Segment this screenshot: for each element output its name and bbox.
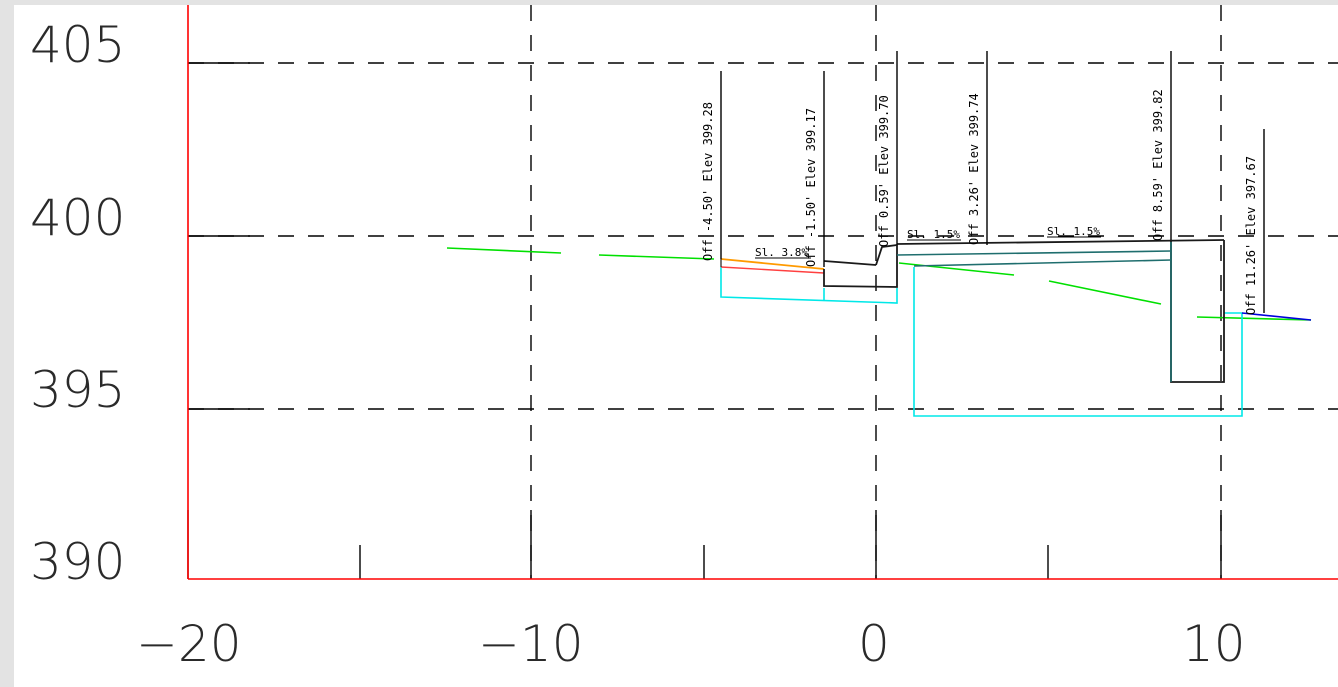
station-label: Off -1.50' Elev 399.17 [804, 108, 818, 267]
station-labels: Off -4.50' Elev 399.28 Off -1.50' Elev 3… [701, 89, 1258, 315]
proposed-section [823, 239, 1225, 383]
pavement-layer [896, 250, 1172, 256]
label-leaders [720, 51, 1265, 313]
slope-labels: Sl. 3.8% Sl. 1.5% Sl. 1.5% [755, 225, 1100, 259]
station-label: Off 11.26' Elev 397.67 [1244, 156, 1258, 315]
axes [187, 5, 1338, 580]
station-label: Off 8.59' Elev 399.82 [1151, 89, 1165, 241]
pavement-layers [896, 242, 1172, 382]
curb-block [823, 245, 898, 288]
cross-section-sheet: 405 400 395 390 −20 −10 0 10 [14, 5, 1338, 687]
ground-segment [1048, 280, 1162, 305]
existing-ground [446, 247, 1312, 321]
x-label-minus20: −20 [136, 615, 242, 673]
slope-underlines [755, 236, 1101, 259]
slope-label: Sl. 1.5% [907, 228, 960, 241]
sidewalk-top [720, 258, 825, 270]
grid [188, 5, 1338, 579]
pavement-top [896, 239, 1225, 245]
y-label-395: 395 [30, 361, 125, 419]
x-label-0: 0 [858, 615, 890, 673]
x-label-minus10: −10 [478, 615, 584, 673]
station-label: Off -4.50' Elev 399.28 [701, 102, 715, 261]
left-subgrade [720, 267, 898, 304]
slope-label: Sl. 3.8% [755, 246, 808, 259]
base-layer [913, 259, 1172, 267]
y-label-390: 390 [30, 533, 125, 591]
subgrade-outlines [720, 267, 1243, 417]
cross-section-drawing: 405 400 395 390 −20 −10 0 10 [30, 5, 1338, 673]
right-subgrade [913, 267, 1243, 417]
y-axis-labels: 405 400 395 390 [30, 16, 125, 591]
ground-segment [446, 247, 562, 254]
y-label-400: 400 [30, 189, 125, 247]
right-structure [1170, 240, 1225, 383]
y-label-405: 405 [30, 16, 125, 74]
station-label: Off 0.59' Elev 399.70 [877, 95, 891, 247]
slope-label: Sl. 1.5% [1047, 225, 1100, 238]
sidewalk-bottom [720, 266, 825, 274]
ground-segment [1196, 316, 1312, 321]
gutter-line [823, 260, 877, 266]
curb-face [875, 244, 898, 266]
station-label: Off 3.26' Elev 399.74 [967, 93, 981, 245]
x-label-10: 10 [1182, 615, 1246, 673]
ground-segment [598, 254, 715, 260]
ground-segment [898, 262, 1015, 276]
daylight-line [1241, 312, 1312, 321]
x-axis-labels: −20 −10 0 10 [136, 615, 1246, 673]
sidewalk [720, 258, 825, 274]
